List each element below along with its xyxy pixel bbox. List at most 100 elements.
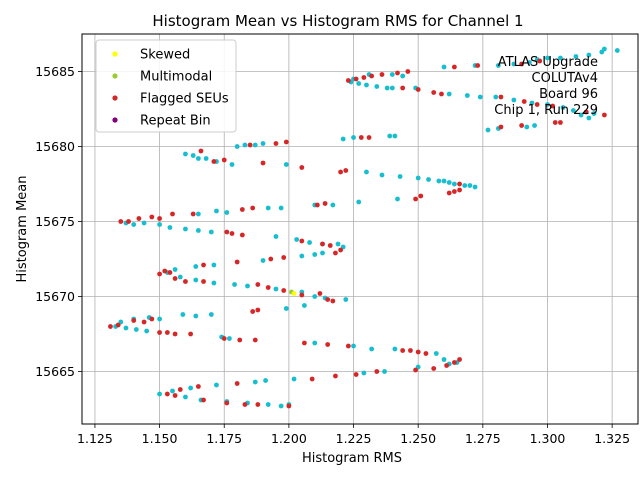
- data-point: [229, 162, 235, 167]
- chart-title: Histogram Mean vs Histogram RMS for Chan…: [152, 12, 523, 30]
- data-point: [291, 291, 297, 296]
- data-point: [299, 165, 305, 170]
- data-point: [260, 160, 266, 166]
- data-point: [164, 330, 170, 335]
- data-point: [330, 298, 336, 304]
- data-point: [495, 63, 501, 68]
- data-point: [374, 84, 380, 89]
- data-point: [405, 69, 411, 74]
- data-point: [164, 391, 170, 397]
- legend-marker: [112, 95, 118, 101]
- data-point: [170, 388, 175, 394]
- data-point: [441, 178, 447, 184]
- data-point: [583, 109, 589, 115]
- data-point: [333, 373, 338, 379]
- data-point: [291, 376, 297, 382]
- data-point: [439, 91, 444, 97]
- data-point: [141, 220, 147, 226]
- legend-entry: Repeat Bin: [140, 114, 211, 129]
- data-point: [397, 174, 403, 179]
- data-point: [309, 376, 315, 382]
- legend-marker: [112, 117, 118, 123]
- data-point: [472, 184, 478, 190]
- data-point: [537, 58, 543, 64]
- data-point: [560, 105, 566, 110]
- data-point: [195, 156, 201, 161]
- data-point: [201, 279, 206, 284]
- data-point: [545, 102, 550, 107]
- data-point: [457, 181, 462, 187]
- data-point: [157, 330, 162, 335]
- data-point: [250, 205, 256, 211]
- data-point: [299, 253, 305, 259]
- data-point: [162, 268, 168, 274]
- data-point: [239, 207, 245, 212]
- data-point: [172, 267, 178, 272]
- data-point: [358, 135, 364, 140]
- data-point: [190, 211, 196, 217]
- data-point: [451, 360, 457, 365]
- data-point: [183, 226, 188, 232]
- data-point: [570, 108, 576, 113]
- data-point: [201, 262, 206, 268]
- data-point: [283, 139, 289, 145]
- data-point: [214, 208, 219, 214]
- data-point: [462, 183, 468, 188]
- data-point: [353, 76, 359, 82]
- data-point: [193, 264, 199, 269]
- data-point: [374, 369, 380, 374]
- data-point: [255, 282, 261, 287]
- x-tick-label: 1.225: [336, 431, 372, 446]
- data-point: [299, 292, 305, 298]
- data-point: [382, 369, 387, 374]
- data-point: [157, 316, 162, 322]
- data-point: [366, 135, 372, 140]
- data-point: [239, 232, 245, 238]
- data-point: [408, 348, 413, 353]
- data-point: [325, 297, 331, 302]
- data-point: [183, 279, 188, 284]
- data-point: [320, 250, 325, 256]
- x-tick-label: 1.300: [530, 431, 566, 446]
- data-point: [312, 340, 318, 346]
- data-point: [265, 285, 271, 290]
- data-point: [149, 214, 155, 220]
- data-point: [278, 205, 284, 211]
- data-point: [273, 234, 279, 239]
- data-point: [157, 222, 162, 227]
- data-point: [260, 258, 266, 263]
- data-point: [345, 343, 351, 349]
- y-tick-label: 15680: [35, 139, 75, 154]
- data-point: [379, 72, 385, 77]
- data-point: [281, 288, 287, 293]
- legend-entry: Flagged SEUs: [140, 92, 229, 107]
- data-point: [157, 391, 162, 397]
- x-axis-ticks: 1.125 1.150 1.175 1.200 1.225 1.250 1.275 1.300…: [77, 424, 630, 446]
- data-point: [234, 259, 240, 265]
- y-tick-label: 15685: [35, 64, 75, 79]
- legend-marker: [112, 51, 118, 57]
- data-point: [446, 190, 452, 196]
- data-point: [485, 127, 491, 133]
- data-point: [369, 346, 375, 352]
- legend-marker: [112, 73, 118, 79]
- data-point: [586, 115, 592, 121]
- data-point: [387, 133, 393, 139]
- data-point: [203, 156, 209, 161]
- data-point: [211, 280, 217, 286]
- data-point: [545, 55, 550, 61]
- data-point: [340, 136, 346, 142]
- data-point: [413, 196, 418, 202]
- legend-box: [95, 39, 237, 133]
- data-point: [314, 202, 320, 208]
- data-point: [108, 324, 113, 329]
- data-point: [400, 85, 406, 91]
- data-point: [338, 247, 344, 253]
- data-point: [361, 370, 367, 376]
- data-point: [201, 397, 206, 403]
- data-point: [444, 363, 450, 368]
- data-point: [183, 151, 188, 157]
- data-point: [379, 172, 385, 178]
- y-tick-label: 15670: [35, 289, 75, 304]
